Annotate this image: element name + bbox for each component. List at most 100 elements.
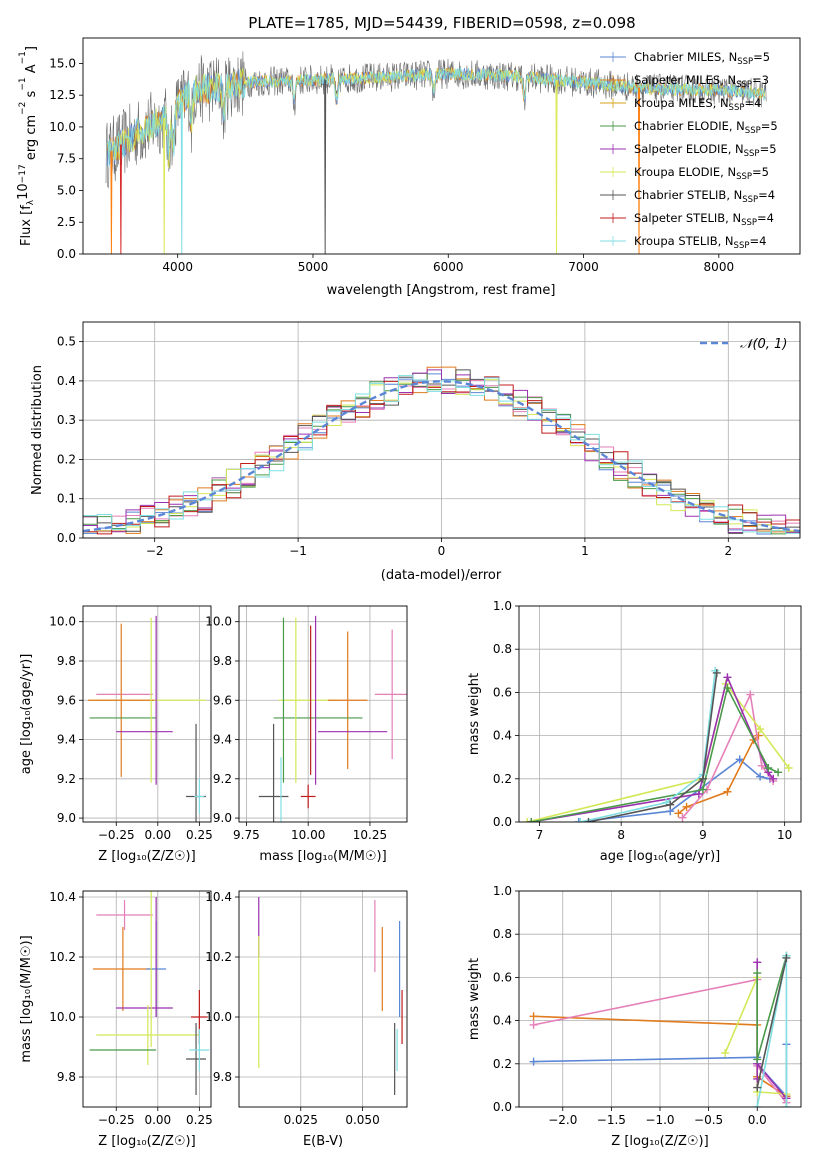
plus-marker [753,958,762,967]
legend-suffix: =4 [758,188,775,202]
axes-frame [518,890,802,1108]
legend-label: Kroupa ELODIE, N [634,165,736,179]
legend-label: Chabrier STELIB, N [634,188,742,202]
plus-marker [584,818,593,822]
spectrum-y-label: Flux [fλ10−17 erg cm−2 s−1 A−1] [16,46,39,246]
y-tick-label: 2.5 [57,215,76,229]
legend-sub: SSP [737,57,753,67]
plus-marker [753,1083,762,1092]
y-tick-label: 9.6 [213,693,232,707]
plus-marker [666,800,675,809]
y-tick-label: 10.0 [49,120,76,134]
x-tick-label: 5000 [298,260,329,274]
x-tick-label: −2.0 [548,1113,577,1127]
legend-sub: SSP [734,241,750,251]
x-tick-label: −0.25 [98,828,135,842]
legend-suffix: =4 [744,96,761,110]
legend-label: Kroupa MILES, N [634,96,729,110]
legend-label: Salpeter STELIB, N [634,211,741,225]
legend-sub: SSP [736,172,752,182]
y-tick-label: 0.4 [57,374,76,388]
y-tick-label: 0.0 [493,815,512,829]
y-tick-label: 0.3 [57,413,76,427]
x-tick-label: 1 [581,544,589,558]
x-tick-label: 10 [777,828,792,842]
axes-frame [82,37,801,255]
y-tick-label: 10.4 [205,890,232,904]
age-vs-mass-x-label: mass [log₁₀(M/M☉)] [259,849,386,864]
legend-label: Salpeter MILES, N [634,73,736,87]
y-tick-label: 1.0 [493,884,512,898]
x-tick-label: 4000 [162,260,193,274]
legend-entry: Salpeter MILES, NSSP=3 [634,73,769,90]
mass-weight-series [756,955,788,1060]
legend-label: Salpeter ELODIE, N [634,142,744,156]
y-tick-label: 0.8 [493,927,512,941]
y-tick-label: 15.0 [49,56,76,70]
x-tick-label: −1.5 [597,1113,626,1127]
legend-entry: Kroupa MILES, NSSP=4 [634,96,761,113]
plus-marker [694,789,703,798]
y-tick-label: 9.2 [213,772,232,786]
age-vs-metallicity-panel: −0.25 0.00 0.25 9.0 9.2 9.4 9.6 9.8 10.0 [49,605,213,842]
x-tick-label: 0.0 [748,1113,767,1127]
age-vs-mass-plot-area [258,615,407,822]
plus-marker [782,953,791,962]
age-vs-metallicity-plot-area [87,615,207,822]
x-tick-label: 10.25 [353,828,387,842]
legend-label: Chabrier MILES, N [634,50,737,64]
residual-histogram-plot-area [83,366,800,538]
hist-x-label: (data-model)/error [381,568,502,583]
mass-weight-vs-metallicity-plot-area [529,951,791,1107]
residual-histogram-panel: −2 −1 0 1 2 0.0 0.1 0.2 0.3 0.4 0.5 [57,321,801,558]
x-tick-label: 0.25 [186,828,213,842]
legend-suffix: =5 [753,50,770,64]
x-tick-label: 7 [536,828,544,842]
mass-vs-metallicity-y-label: mass [log₁₀(M/M☉)] [19,935,34,1062]
x-tick-label: 0 [438,544,446,558]
y-tick-label: 10.0 [49,1010,76,1024]
y-tick-label: 0.8 [493,642,512,656]
mass-weight-series [580,670,716,822]
gaussian-curve [83,380,800,533]
x-tick-label: 0.00 [144,1113,171,1127]
y-tick-label: 12.5 [49,88,76,102]
plus-marker [774,768,783,777]
legend-entry: Kroupa STELIB, NSSP=4 [634,234,766,251]
plus-marker [678,813,687,822]
x-tick-label: −0.5 [694,1113,723,1127]
y-tick-label: 9.6 [57,693,76,707]
x-tick-label: 6000 [433,260,464,274]
spectrum-gap-line [324,79,327,254]
y-tick-label: 0.0 [57,531,76,545]
plus-marker [698,774,707,783]
y-tick-label: 10.0 [49,615,76,629]
plus-marker [527,818,536,822]
legend-sub: SSP [729,103,745,113]
legend-label: Kroupa STELIB, N [634,234,734,248]
plus-marker [756,725,765,734]
plus-marker [682,802,691,811]
spectrum-gap-line [119,144,122,254]
y-tick-label: 0.5 [57,335,76,349]
mass-vs-metallicity-panel: −0.25 0.00 0.25 9.8 10.0 10.2 10.4 [49,890,212,1127]
mass-vs-ebv-panel: 0.025 0.050 9.8 10.0 10.2 10.4 [205,890,408,1127]
legend-sub: SSP [744,149,760,159]
age-vs-metallicity-x-label: Z [log₁₀(Z/Z☉)] [98,849,195,864]
y-label-part: −1 [18,51,28,64]
y-label-part: −1 [18,77,28,90]
y-label-part: Flux [f [19,205,34,246]
spectrum-x-label: wavelength [Angstrom, rest frame] [327,283,556,298]
legend-suffix: =5 [760,142,777,156]
age-vs-mass-panel: 9.75 10.00 10.25 9.0 9.2 9.4 9.6 9.8 10.0 [205,605,408,842]
y-label-part: A [24,64,39,77]
plus-marker [576,818,585,822]
plus-marker [753,1103,762,1107]
plus-marker [723,673,732,682]
mass-weight-series [531,674,774,822]
y-tick-label: 10.0 [205,615,232,629]
legend-label: Chabrier ELODIE, N [634,119,745,133]
y-label-part: λ [26,199,36,205]
spectrum-gap-line [637,87,641,254]
plus-marker [529,1020,538,1029]
